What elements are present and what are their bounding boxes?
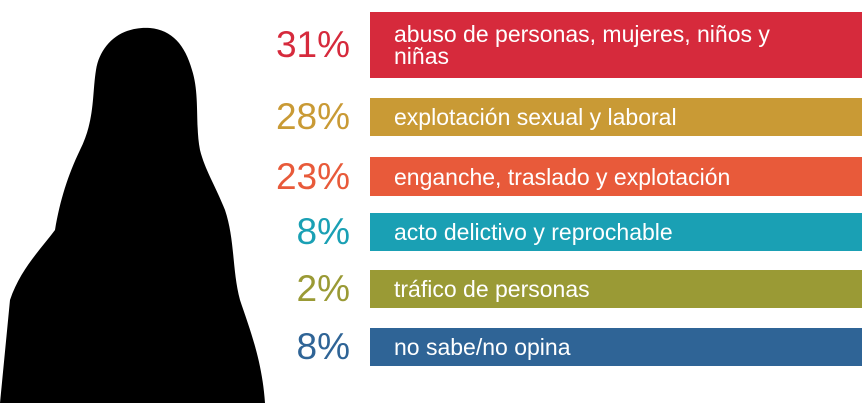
category-label: explotación sexual y laboral bbox=[394, 104, 677, 130]
percent-label: 28% bbox=[275, 96, 350, 137]
percent-label: 31% bbox=[275, 24, 350, 65]
category-label: abuso de personas, mujeres, niños y niña… bbox=[394, 21, 770, 69]
category-box: tráfico de personas bbox=[370, 270, 862, 308]
category-label: enganche, traslado y explotación bbox=[394, 163, 731, 190]
percent-label: 2% bbox=[296, 268, 350, 309]
percent-label: 23% bbox=[275, 155, 350, 197]
category-box: enganche, traslado y explotación bbox=[370, 157, 862, 196]
category-label: no sabe/no opina bbox=[394, 334, 571, 360]
category-label: acto delictivo y reprochable bbox=[394, 219, 673, 245]
category-label: tráfico de personas bbox=[394, 276, 590, 302]
category-box: explotación sexual y laboral bbox=[370, 98, 862, 136]
category-box: abuso de personas, mujeres, niños y niña… bbox=[370, 12, 862, 78]
silhouette bbox=[0, 27, 265, 403]
category-box: acto delictivo y reprochable bbox=[370, 213, 862, 251]
category-box: no sabe/no opina bbox=[370, 328, 862, 366]
percent-label: 8% bbox=[296, 211, 350, 252]
percent-label: 8% bbox=[296, 326, 350, 367]
